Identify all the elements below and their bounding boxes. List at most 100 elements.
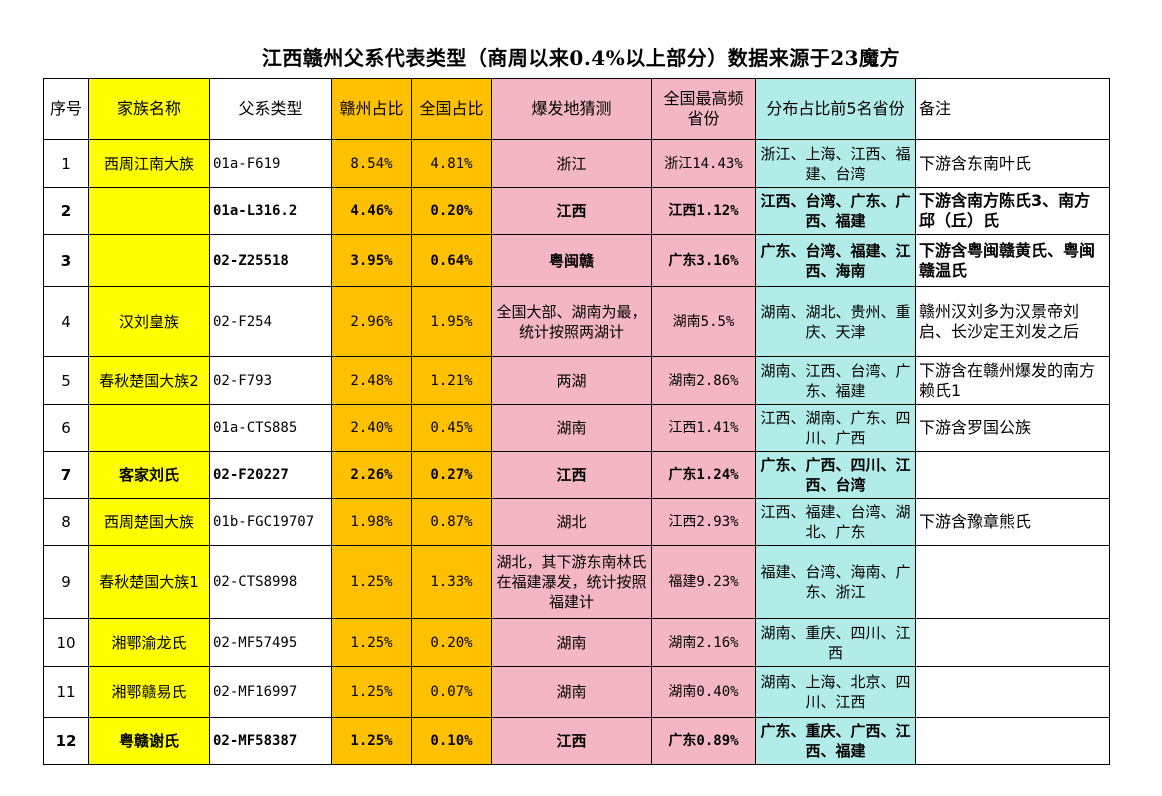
cell-origin: 湖南 (491, 404, 652, 452)
cell-note: 下游含南方陈氏3、南方邱（丘）氏 (915, 187, 1110, 235)
data-table: 序号 家族名称 父系类型 赣州占比 全国占比 爆发地猜测 全国最高频 省份 分布占… (43, 78, 1110, 765)
cell-num: 5 (43, 356, 89, 405)
cell-type: 01a-F619 (209, 139, 332, 188)
cell-note (915, 545, 1110, 619)
table-row: 2 01a-L316.2 4.46% 0.20% 江西 江西1.12% 江西、台湾、广东、广… (43, 187, 1110, 235)
header-origin: 爆发地猜测 (491, 78, 652, 140)
table-row: 12 粤赣谢氏 02-MF58387 1.25% 0.10% 江西 广东0.89% 广东、重庆… (43, 717, 1110, 765)
header-note: 备注 (915, 78, 1110, 140)
cell-ganzhou: 1.98% (331, 498, 412, 546)
cell-distribution: 江西、台湾、广东、广西、福建 (755, 187, 916, 235)
header-max-line1: 全国最高频 (663, 89, 744, 108)
cell-family: 西周楚国大族 (88, 498, 210, 546)
cell-national: 1.95% (411, 286, 492, 357)
cell-origin: 粤闽赣 (491, 234, 652, 287)
cell-max-province: 江西2.93% (651, 498, 756, 546)
table-row: 10 湘鄂渝龙氏 02-MF57495 1.25% 0.20% 湖南 湖南2.16% 湖南、重… (43, 618, 1110, 667)
cell-distribution: 湖南、江西、台湾、广东、福建 (755, 356, 916, 405)
table-row: 11 湘鄂赣易氏 02-MF16997 1.25% 0.07% 湖南 湖南0.40% 湖南、上… (43, 666, 1110, 718)
cell-max-province: 广东3.16% (651, 234, 756, 287)
cell-max-province: 江西1.41% (651, 404, 756, 452)
cell-national: 0.20% (411, 187, 492, 235)
cell-max-province: 湖南2.16% (651, 618, 756, 667)
cell-national: 0.87% (411, 498, 492, 546)
cell-type: 02-MF57495 (209, 618, 332, 667)
cell-origin: 湖南 (491, 666, 652, 718)
header-national: 全国占比 (411, 78, 492, 140)
cell-ganzhou: 2.96% (331, 286, 412, 357)
cell-max-province: 广东1.24% (651, 451, 756, 499)
cell-type: 02-MF58387 (209, 717, 332, 765)
cell-family: 春秋楚国大族2 (88, 356, 210, 405)
header-max-province: 全国最高频 省份 (651, 78, 756, 140)
cell-ganzhou: 1.25% (331, 618, 412, 667)
cell-type: 01b-FGC19707 (209, 498, 332, 546)
table-body: 序号 家族名称 父系类型 赣州占比 全国占比 爆发地猜测 全国最高频 省份 分布占… (43, 78, 1110, 765)
cell-distribution: 江西、福建、台湾、湖北、广东 (755, 498, 916, 546)
cell-distribution: 广东、台湾、福建、江西、海南 (755, 234, 916, 287)
cell-type: 01a-CTS885 (209, 404, 332, 452)
cell-origin: 湖北 (491, 498, 652, 546)
cell-num: 12 (43, 717, 89, 765)
cell-ganzhou: 3.95% (331, 234, 412, 287)
cell-family: 湘鄂渝龙氏 (88, 618, 210, 667)
table-row: 4 汉刘皇族 02-F254 2.96% 1.95% 全国大部、湖南为最，统计按照两湖计湖… (43, 286, 1110, 357)
cell-ganzhou: 4.46% (331, 187, 412, 235)
cell-note (915, 618, 1110, 667)
header-family: 家族名称 (88, 78, 210, 140)
cell-type: 02-MF16997 (209, 666, 332, 718)
cell-distribution: 湖南、上海、北京、四川、江西 (755, 666, 916, 718)
cell-type: 02-F793 (209, 356, 332, 405)
table-row: 3 02-Z25518 3.95% 0.64% 粤闽赣 广东3.16% 广东、台湾、福建、江… (43, 234, 1110, 287)
cell-note (915, 717, 1110, 765)
header-num: 序号 (43, 78, 89, 140)
cell-max-province: 湖南2.86% (651, 356, 756, 405)
cell-max-province: 福建9.23% (651, 545, 756, 619)
cell-national: 0.10% (411, 717, 492, 765)
cell-ganzhou: 1.25% (331, 717, 412, 765)
header-max-line2: 省份 (687, 109, 720, 128)
cell-type: 02-CTS8998 (209, 545, 332, 619)
cell-origin: 全国大部、湖南为最，统计按照两湖计 (491, 286, 652, 357)
cell-note: 下游含在赣州爆发的南方赖氏1 (915, 356, 1110, 405)
cell-max-province: 浙江14.43% (651, 139, 756, 188)
cell-national: 0.45% (411, 404, 492, 452)
cell-note: 下游含豫章熊氏 (915, 498, 1110, 546)
cell-family: 粤赣谢氏 (88, 717, 210, 765)
cell-note (915, 666, 1110, 718)
cell-max-province: 湖南0.40% (651, 666, 756, 718)
cell-national: 0.07% (411, 666, 492, 718)
cell-ganzhou: 2.26% (331, 451, 412, 499)
cell-distribution: 江西、湖南、广东、四川、广西 (755, 404, 916, 452)
cell-num: 9 (43, 545, 89, 619)
cell-type: 02-Z25518 (209, 234, 332, 287)
table-row: 8 西周楚国大族 01b-FGC19707 1.98% 0.87% 湖北 江西2.93% 江西… (43, 498, 1110, 546)
cell-num: 11 (43, 666, 89, 718)
cell-origin: 浙江 (491, 139, 652, 188)
table-row: 9 春秋楚国大族1 02-CTS8998 1.25% 1.33% 湖北，其下游东南林氏在福… (43, 545, 1110, 619)
cell-ganzhou: 1.25% (331, 545, 412, 619)
cell-family: 客家刘氏 (88, 451, 210, 499)
cell-distribution: 广东、重庆、广西、江西、福建 (755, 717, 916, 765)
cell-ganzhou: 1.25% (331, 666, 412, 718)
cell-num: 10 (43, 618, 89, 667)
cell-note: 下游含东南叶氏 (915, 139, 1110, 188)
cell-ganzhou: 2.48% (331, 356, 412, 405)
cell-note: 下游含粤闽赣黄氏、粤闽赣温氏 (915, 234, 1110, 287)
header-type: 父系类型 (209, 78, 332, 140)
cell-origin: 江西 (491, 717, 652, 765)
cell-note: 赣州汉刘多为汉景帝刘启、长沙定王刘发之后 (915, 286, 1110, 357)
cell-distribution: 湖南、湖北、贵州、重庆、天津 (755, 286, 916, 357)
cell-type: 02-F20227 (209, 451, 332, 499)
cell-national: 0.64% (411, 234, 492, 287)
cell-distribution: 广东、广西、四川、江西、台湾 (755, 451, 916, 499)
cell-note (915, 451, 1110, 499)
cell-origin: 江西 (491, 187, 652, 235)
cell-family: 西周江南大族 (88, 139, 210, 188)
cell-family: 春秋楚国大族1 (88, 545, 210, 619)
cell-num: 8 (43, 498, 89, 546)
page-title: 江西赣州父系代表类型（商周以来0.4%以上部分）数据来源于23魔方 (261, 46, 901, 70)
table-row: 7 客家刘氏 02-F20227 2.26% 0.27% 江西 广东1.24% 广东、广西、四… (43, 451, 1110, 499)
cell-type: 02-F254 (209, 286, 332, 357)
cell-national: 4.81% (411, 139, 492, 188)
